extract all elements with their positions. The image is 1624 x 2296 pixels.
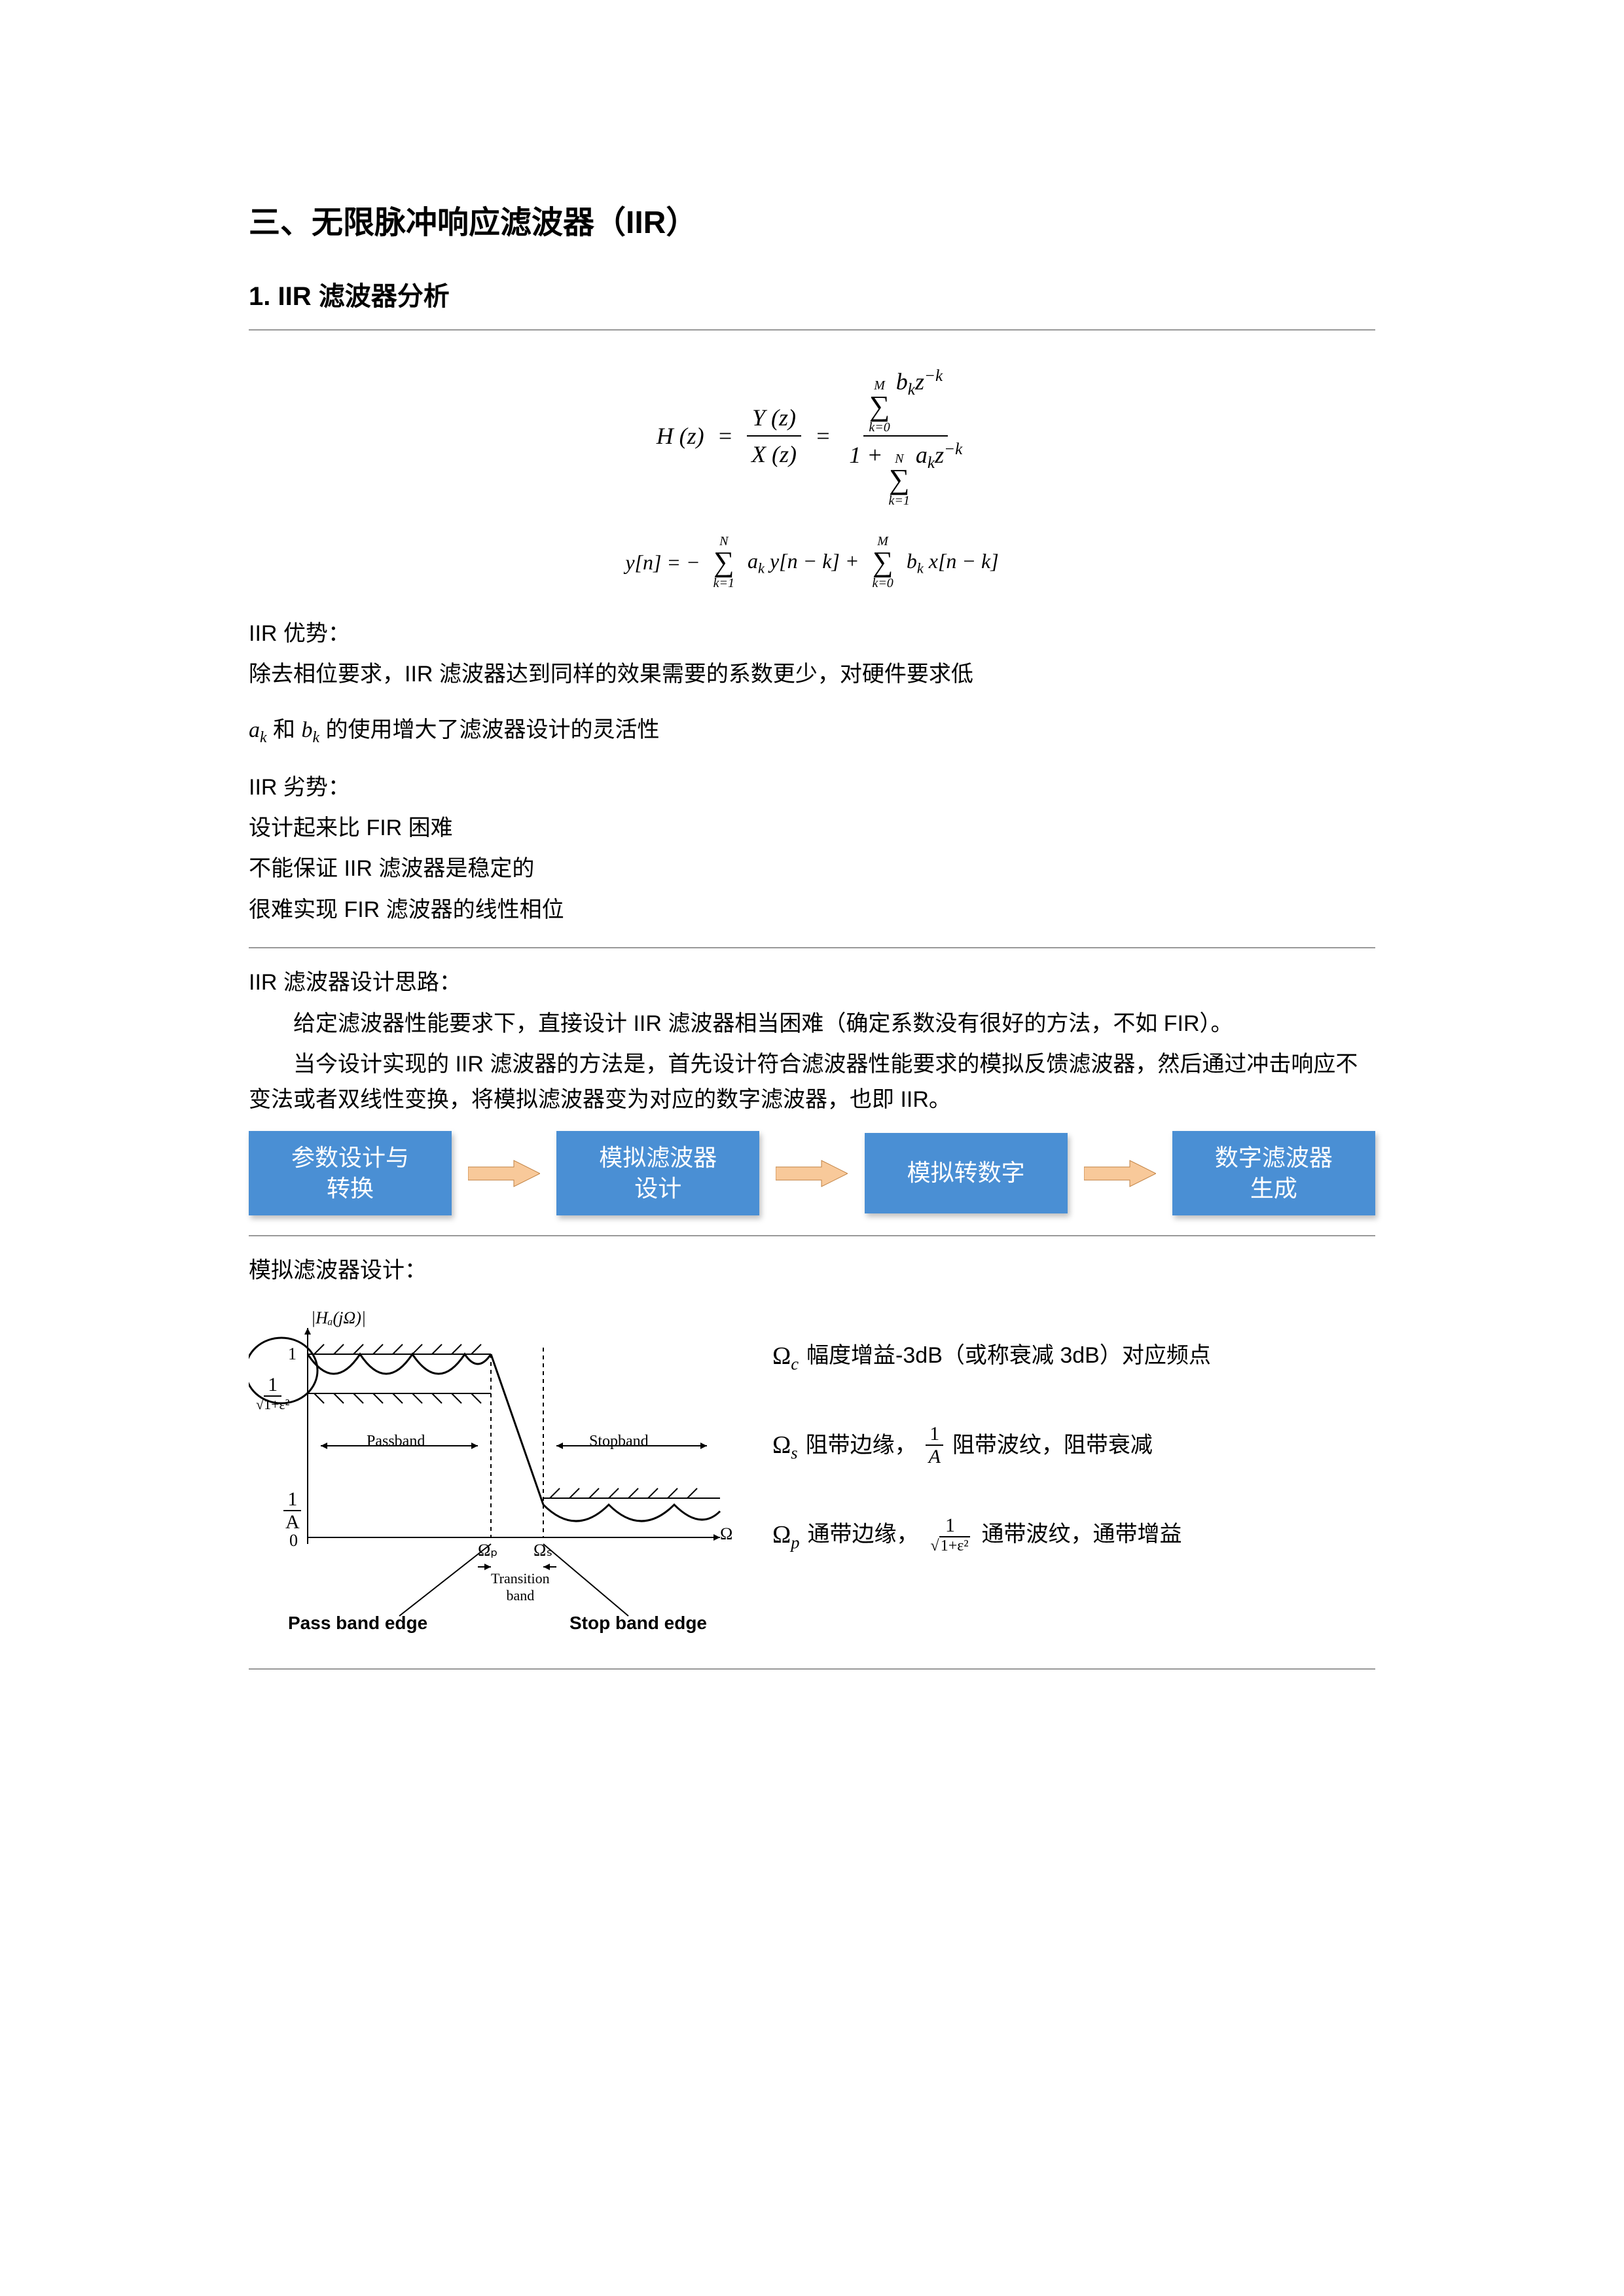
sigma-icon: ∑ (713, 548, 734, 577)
diagram-passband: Passband (367, 1433, 425, 1450)
num: 1 (264, 1374, 281, 1397)
disadvantages-line: 不能保证 IIR 滤波器是稳定的 (249, 851, 1375, 886)
sigma-icon: ∑ (869, 392, 890, 421)
subscript: k (908, 381, 915, 399)
frac-num: M ∑ k=0 bkz−k (863, 363, 948, 437)
disadvantages-line: 设计起来比 FIR 困难 (249, 810, 1375, 846)
sum-icon: M ∑ k=0 (869, 379, 890, 434)
analog-title: 模拟滤波器设计： (249, 1253, 1375, 1288)
sum-lower: k=0 (869, 421, 890, 434)
analog-filter-section: |Hₐ(jΩ)| 1 1√1+ε² 1A 0 Passband Stopband… (249, 1308, 1375, 1636)
section-subtitle: 1. IIR 滤波器分析 (249, 275, 1375, 313)
advantages-line: ak 和 bk 的使用增大了滤波器设计的灵活性 (249, 712, 1375, 750)
formula-hz: H (z) = Y (z) X (z) = M ∑ k=0 bkz−k 1 + … (249, 363, 1375, 509)
disadvantages-title: IIR 劣势： (249, 770, 1375, 805)
frac-den: 1 + N ∑ k=1 akz−k (844, 437, 967, 509)
sum-icon: N ∑ k=1 (889, 452, 910, 507)
superscript: −k (944, 440, 962, 458)
diagram-omega-s: Ωₛ (533, 1541, 552, 1560)
divider (249, 1668, 1375, 1670)
frac-sum: M ∑ k=0 bkz−k 1 + N ∑ k=1 akz−k (844, 363, 967, 509)
disadvantages-line: 很难实现 FIR 滤波器的线性相位 (249, 892, 1375, 927)
var-bk: bk (301, 718, 319, 742)
diagram-passband-edge: Pass band edge (288, 1613, 427, 1634)
def-text: 阻带边缘， (806, 1414, 917, 1477)
subscript: k (928, 454, 935, 472)
sigma-icon: ∑ (889, 465, 909, 494)
diagram-omega-p: Ωₚ (478, 1541, 497, 1560)
divider (249, 1235, 1375, 1236)
design-paragraph: 给定滤波器性能要求下，直接设计 IIR 滤波器相当困难（确定系数没有很好的方法，… (249, 1006, 1375, 1041)
diagram-transition: Transitionband (491, 1570, 550, 1604)
arrow-right-icon (468, 1157, 540, 1190)
flowchart: 参数设计与转换 模拟滤波器设计 模拟转数字 数字滤波器生成 (249, 1131, 1375, 1216)
omega-p: Ωp (772, 1500, 800, 1570)
equals: = (815, 420, 831, 452)
sum-icon: M ∑ k=0 (872, 535, 893, 590)
diagram-ylabel: |Hₐ(jΩ)| (311, 1308, 366, 1328)
def-row-omega-p: Ωp 通带边缘， 1√1+ε² 通带波纹，通带增益 (772, 1500, 1375, 1570)
var-ak: ak (249, 718, 267, 742)
term: b (896, 368, 908, 395)
equals: = (717, 420, 733, 452)
sum-lower: k=1 (889, 494, 910, 507)
diagram-eps-label: 1√1+ε² (252, 1374, 293, 1412)
divider (249, 947, 1375, 948)
omega-c: Ωc (772, 1321, 799, 1391)
def-text: 阻带波纹，阻带衰减 (952, 1414, 1153, 1477)
diagram-A-label: 1A (281, 1488, 304, 1533)
den: √1+ε² (252, 1397, 293, 1412)
design-title: IIR 滤波器设计思路： (249, 965, 1375, 1000)
diagram-stopband: Stopband (589, 1433, 649, 1450)
arrow-right-icon (1084, 1157, 1156, 1190)
term: z (915, 368, 924, 395)
omega-s: Ωs (772, 1410, 798, 1480)
divider (249, 329, 1375, 331)
term: a (916, 442, 928, 468)
def-text: 通带波纹，通带增益 (982, 1503, 1182, 1566)
term: ak y[n − k] + (748, 547, 859, 579)
flow-box-analog: 模拟滤波器设计 (556, 1131, 759, 1216)
frac-den: X (z) (746, 437, 802, 472)
def-row-omega-c: Ωc 幅度增益-3dB（或称衰减 3dB）对应频点 (772, 1321, 1375, 1391)
text: 和 (267, 717, 302, 742)
def-row-omega-s: Ωs 阻带边缘， 1A 阻带波纹，阻带衰减 (772, 1410, 1375, 1480)
analog-filter-diagram: |Hₐ(jΩ)| 1 1√1+ε² 1A 0 Passband Stopband… (249, 1308, 746, 1636)
den: A (281, 1511, 304, 1533)
diagram-zero: 0 (289, 1531, 298, 1551)
frac-1-A: 1A (925, 1423, 945, 1467)
flow-box-convert: 模拟转数字 (865, 1133, 1068, 1213)
advantages-title: IIR 优势： (249, 616, 1375, 651)
sum-lower: k=0 (872, 577, 893, 590)
formula-lhs: H (z) (657, 420, 704, 452)
term: y[n] = − (625, 548, 700, 577)
arrow-right-icon (776, 1157, 848, 1190)
flow-box-digital: 数字滤波器生成 (1172, 1131, 1375, 1216)
frac-yz-xz: Y (z) X (z) (746, 400, 802, 473)
term: z (935, 442, 944, 468)
analog-definitions: Ωc 幅度增益-3dB（或称衰减 3dB）对应频点 Ωs 阻带边缘， 1A 阻带… (772, 1308, 1375, 1636)
flow-box-params: 参数设计与转换 (249, 1131, 452, 1216)
def-text: 幅度增益-3dB（或称衰减 3dB）对应频点 (806, 1325, 1211, 1387)
advantages-line: 除去相位要求，IIR 滤波器达到同样的效果需要的系数更少，对硬件要求低 (249, 656, 1375, 692)
num: 1 (283, 1488, 301, 1511)
superscript: −k (924, 367, 943, 385)
formula-yn: y[n] = − N ∑ k=1 ak y[n − k] + M ∑ k=0 b… (249, 535, 1375, 590)
design-paragraph: 当今设计实现的 IIR 滤波器的方法是，首先设计符合滤波器性能要求的模拟反馈滤波… (249, 1047, 1375, 1118)
text: 的使用增大了滤波器设计的灵活性 (319, 717, 659, 742)
sum-icon: N ∑ k=1 (713, 535, 734, 590)
term: 1 + (849, 442, 888, 468)
def-text: 通带边缘， (808, 1503, 919, 1566)
sum-lower: k=1 (713, 577, 734, 590)
diagram-one: 1 (288, 1344, 297, 1364)
sigma-icon: ∑ (873, 548, 893, 577)
frac-num: Y (z) (747, 400, 801, 437)
frac-1-eps: 1√1+ε² (927, 1515, 974, 1554)
diagram-stopband-edge: Stop band edge (569, 1613, 707, 1634)
diagram-omega-axis: Ω (720, 1524, 732, 1544)
page-title: 三、无限脉冲响应滤波器（IIR） (249, 196, 1375, 242)
term: bk x[n − k] (907, 547, 999, 579)
